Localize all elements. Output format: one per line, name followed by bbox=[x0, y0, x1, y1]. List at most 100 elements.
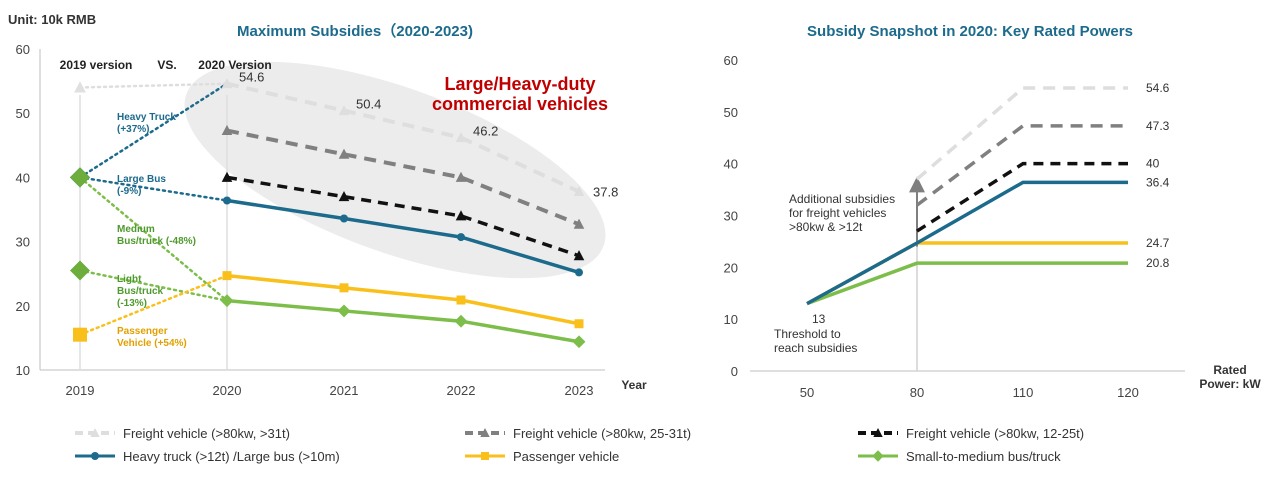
right-x-tick-label: 110 bbox=[1013, 385, 1034, 400]
transition-line-light bbox=[78, 269, 229, 302]
data-label-freight-31t: 37.8 bbox=[593, 185, 618, 200]
transition-line-medium bbox=[78, 176, 229, 302]
version-2019-label: 2019 version bbox=[60, 58, 133, 72]
data-label-freight-31t: 46.2 bbox=[473, 124, 498, 139]
legend-label-heavy_truck_bus: Heavy truck (>12t) /Large bus (>10m) bbox=[123, 449, 340, 464]
series-line-freight_25_31t bbox=[226, 128, 580, 227]
series-line-heavy_truck_bus bbox=[226, 198, 580, 275]
series-line-small_medium bbox=[226, 298, 580, 344]
right-series-line-passenger bbox=[806, 241, 1128, 306]
series-point-heavy_truck_bus bbox=[223, 196, 231, 205]
version-vs-label: VS. bbox=[157, 58, 176, 72]
right-y-tick-label: 30 bbox=[724, 209, 738, 224]
label-2019-light: Light bbox=[117, 274, 142, 285]
series-point-passenger bbox=[456, 295, 466, 305]
label-2019-large_bus: Large Bus bbox=[117, 174, 166, 185]
series-point-heavy_truck_bus bbox=[340, 214, 348, 223]
marker-2019-freight_31t bbox=[74, 81, 86, 93]
label-2019-medium: Medium bbox=[117, 224, 155, 235]
right-x-axis-title: Rated bbox=[1213, 363, 1246, 377]
left-y-tick-label: 50 bbox=[16, 106, 30, 121]
transition-line-heavy_truck bbox=[78, 82, 229, 179]
left-y-tick-label: 30 bbox=[16, 235, 30, 250]
highlight-label: Large/Heavy-duty bbox=[444, 74, 595, 94]
left-x-tick-label: 2019 bbox=[66, 383, 95, 398]
additional-subsidy-annotation: for freight vehicles bbox=[789, 206, 886, 220]
legend-marker-freight_31t bbox=[90, 428, 100, 437]
marker-2019-light bbox=[70, 260, 90, 281]
left-x-tick-label: 2021 bbox=[330, 383, 359, 398]
additional-subsidy-annotation: Additional subsidies bbox=[789, 192, 895, 206]
right-y-tick-label: 0 bbox=[731, 364, 738, 379]
series-point-freight_25_31t bbox=[338, 148, 350, 159]
right-y-tick-label: 50 bbox=[724, 105, 738, 120]
left-x-tick-label: 2023 bbox=[565, 383, 594, 398]
label-2019-medium: Bus/truck (-48%) bbox=[117, 236, 196, 247]
series-point-heavy_truck_bus bbox=[575, 268, 583, 277]
left-y-tick-label: 20 bbox=[16, 299, 30, 314]
right-x-tick-label: 120 bbox=[1117, 385, 1139, 400]
left-x-axis-title: Year bbox=[621, 378, 647, 392]
label-2019-light: (-13%) bbox=[117, 298, 147, 309]
series-point-freight_12_25t bbox=[455, 210, 467, 221]
label-2019-heavy_truck: (+37%) bbox=[117, 124, 150, 135]
right-series-line-freight_25_31t bbox=[915, 124, 1128, 207]
version-2020-label: 2020 Version bbox=[198, 58, 271, 72]
label-2019-large_bus: (-9%) bbox=[117, 186, 141, 197]
series-point-freight_12_25t bbox=[573, 250, 585, 261]
legend-marker-freight_25_31t bbox=[480, 428, 490, 437]
right-end-label: 47.3 bbox=[1146, 119, 1170, 133]
right-x-axis-title: Power: kW bbox=[1199, 377, 1261, 391]
right-series-line-heavy_truck_bus bbox=[806, 180, 1128, 306]
series-point-freight_31t bbox=[455, 131, 467, 143]
right-y-tick-label: 40 bbox=[724, 157, 738, 172]
left-x-tick-label: 2022 bbox=[447, 383, 476, 398]
highlight-label: commercial vehicles bbox=[432, 94, 608, 114]
series-point-passenger bbox=[339, 283, 349, 293]
left-chart-title: Maximum Subsidies（2020-2023) bbox=[237, 22, 473, 40]
threshold-annotation: reach subsidies bbox=[774, 341, 857, 355]
series-point-freight_25_31t bbox=[455, 171, 467, 182]
legend: Freight vehicle (>80kw, >31t) Freight veh… bbox=[75, 426, 1084, 464]
unit-label: Unit: 10k RMB bbox=[8, 12, 96, 27]
legend-marker-freight_12_25t bbox=[873, 428, 883, 437]
highlight-ellipse bbox=[184, 61, 606, 279]
right-end-label: 54.6 bbox=[1146, 81, 1170, 95]
right-y-tick-label: 10 bbox=[724, 312, 738, 327]
series-line-freight_31t bbox=[226, 81, 580, 194]
series-point-freight_25_31t bbox=[573, 218, 585, 229]
right-chart-title: Subsidy Snapshot in 2020: Key Rated Powe… bbox=[807, 23, 1133, 40]
label-2019-passenger: Vehicle (+54%) bbox=[117, 338, 187, 349]
right-y-tick-label: 20 bbox=[724, 260, 738, 275]
legend-label-small_medium: Small-to-medium bus/truck bbox=[906, 449, 1061, 464]
series-point-small_medium bbox=[454, 314, 468, 328]
series-point-passenger bbox=[574, 319, 584, 329]
series-point-freight_31t bbox=[338, 105, 350, 116]
right-end-label: 24.7 bbox=[1146, 236, 1170, 250]
legend-marker-passenger bbox=[481, 452, 489, 460]
right-end-label: 36.4 bbox=[1146, 175, 1170, 189]
marker-2019-passenger bbox=[73, 327, 87, 342]
series-line-freight_12_25t bbox=[226, 175, 580, 258]
right-series-line-freight_12_25t bbox=[916, 161, 1128, 233]
left-y-tick-label: 60 bbox=[16, 42, 30, 57]
transition-line-freight_31t bbox=[78, 82, 229, 89]
right-x-tick-label: 50 bbox=[800, 385, 814, 400]
right-end-label: 20.8 bbox=[1146, 256, 1170, 270]
series-point-small_medium bbox=[337, 304, 351, 318]
marker-2019-medium bbox=[70, 167, 90, 188]
label-2019-passenger: Passenger bbox=[117, 326, 168, 337]
right-series-line-small_medium bbox=[806, 261, 1128, 306]
threshold-annotation: Threshold to bbox=[774, 327, 841, 341]
series-point-small_medium bbox=[220, 294, 234, 308]
series-point-small_medium bbox=[572, 335, 586, 349]
series-point-freight_12_25t bbox=[221, 171, 233, 182]
left-y-tick-label: 10 bbox=[16, 363, 30, 378]
data-label-freight-31t: 54.6 bbox=[239, 70, 264, 85]
data-label-freight-31t: 50.4 bbox=[356, 97, 381, 112]
right-series-line-freight_31t bbox=[915, 86, 1128, 181]
right-x-tick-label: 80 bbox=[910, 385, 924, 400]
series-point-heavy_truck_bus bbox=[457, 233, 465, 242]
